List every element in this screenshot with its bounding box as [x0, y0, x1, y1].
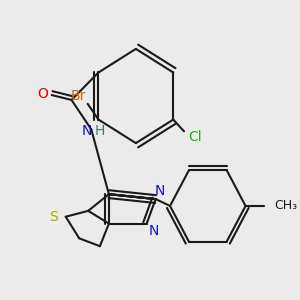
Text: Br: Br [71, 89, 86, 103]
Text: N: N [149, 224, 159, 239]
Text: O: O [37, 87, 48, 101]
Text: Cl: Cl [188, 130, 202, 144]
Text: S: S [49, 210, 58, 224]
Text: N: N [155, 184, 165, 198]
Text: CH₃: CH₃ [274, 200, 298, 212]
Text: N: N [82, 124, 92, 138]
Text: H: H [95, 124, 106, 138]
